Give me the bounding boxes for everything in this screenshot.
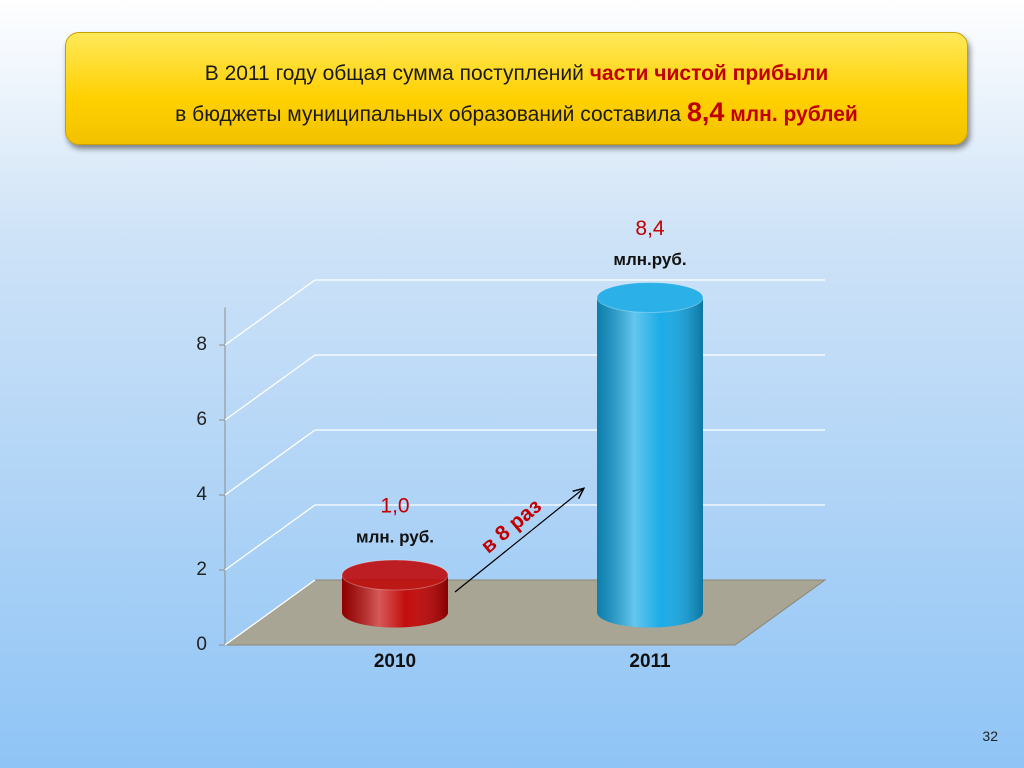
cylinder-shade <box>597 297 703 628</box>
grid-line <box>224 354 316 421</box>
y-tick-label: 4 <box>196 484 207 505</box>
arrow <box>454 489 583 593</box>
x-tick-label: 2010 <box>374 651 416 672</box>
annotation: в 8 раз <box>477 494 547 558</box>
grid-line <box>224 429 316 496</box>
header: В 2011 году общая сумма поступлений част… <box>65 32 968 145</box>
y-tick-label: 8 <box>196 334 207 355</box>
header-highlight: 8,4 <box>686 97 725 127</box>
value-label: 8,4 <box>635 217 665 240</box>
cylinder-top <box>596 282 704 313</box>
header-text: В 2011 году общая сумма поступлений <box>204 62 584 85</box>
x-tick-label: 2011 <box>629 651 671 672</box>
value-label: 1,0 <box>380 495 409 518</box>
value-unit: млн. руб. <box>356 527 434 546</box>
header-line: в бюджеты муниципальных образований сост… <box>66 93 967 134</box>
y-tick-label: 2 <box>196 559 207 580</box>
grid-line <box>224 579 316 646</box>
y-tick-label: 0 <box>196 634 207 655</box>
grid-line <box>224 504 316 571</box>
header-line: В 2011 году общая сумма поступлений част… <box>66 55 967 93</box>
header-highlight: части чистой прибыли <box>589 62 829 85</box>
cylinder-top <box>341 559 449 591</box>
floor <box>223 579 827 646</box>
cylinder-shade <box>342 575 448 628</box>
y-tick-label: 6 <box>196 409 207 430</box>
header-text: в бюджеты муниципальных образований сост… <box>175 103 682 126</box>
value-unit: млн.руб. <box>613 250 686 269</box>
grid-line <box>224 279 316 346</box>
header-highlight: млн. рублей <box>730 103 858 126</box>
page-number: 32 <box>982 728 998 744</box>
